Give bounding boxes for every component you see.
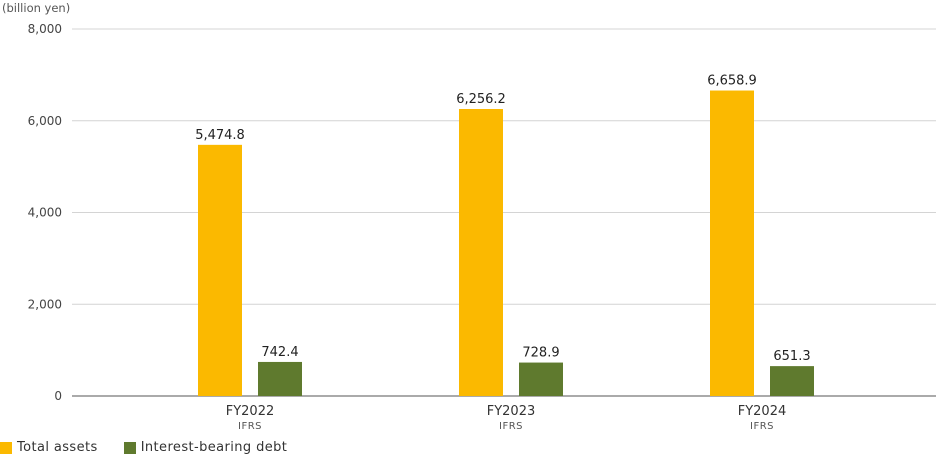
y-tick-label: 8,000 [28,22,62,36]
legend-item-total-assets: Total assets [0,440,98,455]
legend-swatch-total-assets [0,441,12,454]
category-sublabel: IFRS [499,421,523,432]
legend-item-interest-bearing-debt: Interest-bearing debt [123,440,288,455]
category-label: FY2022 [226,404,275,419]
y-tick-label: 2,000 [28,297,62,311]
category-label: FY2023 [487,404,536,419]
y-tick-label: 4,000 [28,206,62,220]
data-label: 6,658.9 [707,74,757,89]
data-label: 728.9 [522,346,559,361]
data-label: 6,256.2 [456,92,506,107]
y-axis: 0 2,000 4,000 6,000 8,000 [28,22,62,403]
bar-total-assets [459,108,503,396]
y-tick-label: 6,000 [28,114,62,128]
bar-chart: (billion yen) 0 2,000 4,000 6,000 8,000 5,47… [2,1,936,432]
x-axis: FY2022 IFRS FY2023 IFRS FY2024 IFRS [226,404,787,432]
bar-interest-bearing-debt [519,362,563,396]
data-label: 5,474.8 [195,128,245,143]
category-sublabel: IFRS [238,421,262,432]
legend: Total assets Interest-bearing debt [0,440,287,455]
legend-swatch-interest-bearing-debt [123,441,136,454]
bars [198,90,814,397]
bar-interest-bearing-debt [258,361,302,396]
data-label: 742.4 [261,345,298,360]
category-label: FY2024 [738,404,787,419]
unit-label: (billion yen) [2,1,70,15]
y-tick-label: 0 [54,389,62,403]
bar-total-assets [198,144,242,396]
data-labels: 5,474.8 742.4 6,256.2 728.9 6,658.9 651.3 [195,74,810,365]
bar-total-assets [710,90,754,397]
data-label: 651.3 [773,349,810,364]
legend-label-interest-bearing-debt: Interest-bearing debt [140,440,288,455]
bar-interest-bearing-debt [770,366,814,396]
legend-label-total-assets: Total assets [17,440,98,455]
category-sublabel: IFRS [750,421,774,432]
